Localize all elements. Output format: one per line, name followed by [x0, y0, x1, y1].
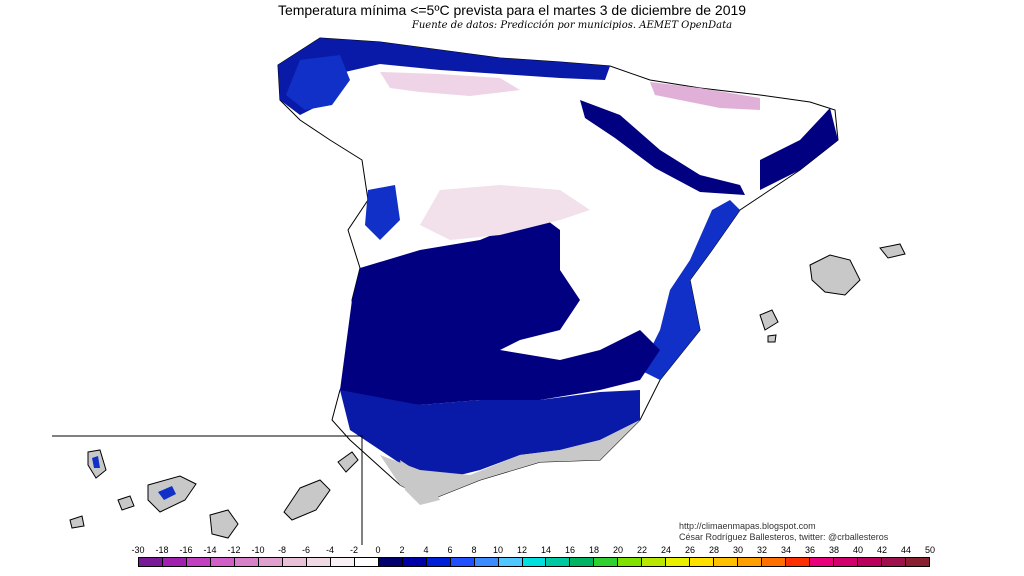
- credit-author: César Rodríguez Ballesteros, twitter: @c…: [679, 532, 889, 542]
- legend-labels: -30 -18 -16 -14 -12 -10 -8 -6 -4 -2 0 2 4 6 8 10 12 14 16 1…: [0, 545, 1024, 557]
- cold-zone-catalonia: [760, 108, 838, 190]
- legend-swatch: [738, 558, 763, 566]
- legend-swatch: [474, 558, 499, 566]
- legend-tick-label: -14: [203, 545, 217, 555]
- legend-swatch: [378, 558, 403, 566]
- legend-swatch: [186, 558, 211, 566]
- legend-swatch: [258, 558, 283, 566]
- legend-tick-label: -2: [349, 545, 359, 555]
- cold-zone-galicia: [286, 55, 350, 110]
- legend-tick-label: 0: [375, 545, 381, 555]
- legend-swatch: [330, 558, 355, 566]
- legend-swatch: [834, 558, 859, 566]
- legend-tick-label: 42: [876, 545, 888, 555]
- canary-el-hierro: [69, 515, 85, 529]
- legend-tick-label: 6: [447, 545, 453, 555]
- legend-swatch: [882, 558, 906, 566]
- cold-zone-south: [340, 390, 640, 480]
- legend-tick-label: 44: [900, 545, 912, 555]
- warm-zone-south-coast: [380, 400, 660, 500]
- legend-tick-label: -10: [251, 545, 265, 555]
- legend-tick-label: 26: [684, 545, 696, 555]
- cold-zone-levante: [640, 200, 740, 380]
- legend-tick-label: 12: [516, 545, 528, 555]
- legend-swatch: [618, 558, 643, 566]
- legend-tick-label: 20: [612, 545, 624, 555]
- legend-tick-label: -18: [155, 545, 169, 555]
- legend-tick-label: 50: [924, 545, 936, 555]
- legend-tick-label: 18: [588, 545, 600, 555]
- legend-swatch: [906, 558, 929, 566]
- legend-tick-label: -8: [277, 545, 287, 555]
- legend-swatch: [498, 558, 523, 566]
- legend-swatch: [570, 558, 595, 566]
- canary-la-palma-cold: [92, 456, 100, 468]
- map-title: Temperatura mínima <=5ºC prevista para e…: [277, 2, 747, 18]
- legend-swatch: [642, 558, 667, 566]
- canary-gran-canaria: [209, 509, 239, 539]
- legend-swatch: [858, 558, 883, 566]
- cold-zone-north: [278, 38, 610, 115]
- legend-swatch: [594, 558, 619, 566]
- legend-swatch: [522, 558, 547, 566]
- legend-tick-label: -6: [301, 545, 311, 555]
- legend-colorbar: [138, 557, 930, 567]
- legend-swatch: [714, 558, 739, 566]
- legend-swatch: [762, 558, 787, 566]
- legend-swatch: [786, 558, 811, 566]
- legend-tick-label: -4: [325, 545, 335, 555]
- legend-swatch: [810, 558, 835, 566]
- legend-swatch: [426, 558, 451, 566]
- legend-tick-label: 4: [423, 545, 429, 555]
- legend-tick-label: 16: [564, 545, 576, 555]
- legend-tick-label: 2: [399, 545, 405, 555]
- legend-tick-label: 24: [660, 545, 672, 555]
- legend-swatch: [162, 558, 187, 566]
- legend-swatch: [306, 558, 331, 566]
- frost-zone-pyrenees: [650, 82, 760, 110]
- legend-tick-label: 36: [804, 545, 816, 555]
- legend-tick-label: 34: [780, 545, 792, 555]
- balearic-menorca: [879, 243, 906, 259]
- balearic-formentera: [767, 334, 777, 343]
- credit-url: http://climaenmapas.blogspot.com: [679, 521, 816, 531]
- warm-zone-gibraltar: [400, 460, 440, 505]
- balearic-mallorca: [809, 254, 861, 296]
- legend-tick-label: 8: [471, 545, 477, 555]
- legend-tick-label: -16: [179, 545, 193, 555]
- legend-swatch: [546, 558, 571, 566]
- legend-tick-label: 14: [540, 545, 552, 555]
- canary-lanzarote: [337, 451, 359, 473]
- legend-tick-label: 28: [708, 545, 720, 555]
- legend-tick-label: 40: [852, 545, 864, 555]
- legend-swatch: [139, 558, 163, 566]
- legend-swatch: [690, 558, 715, 566]
- frost-zone-central: [420, 185, 590, 240]
- legend-swatch: [354, 558, 379, 566]
- legend-swatch: [402, 558, 427, 566]
- cold-zone-portugal-border: [365, 185, 400, 240]
- legend-swatch: [210, 558, 235, 566]
- legend-tick-label: 30: [732, 545, 744, 555]
- legend-swatch: [666, 558, 691, 566]
- canary-tenerife-cold: [158, 486, 176, 500]
- legend-swatch: [234, 558, 259, 566]
- legend-swatch: [282, 558, 307, 566]
- legend-tick-label: 22: [636, 545, 648, 555]
- legend-tick-label: -30: [131, 545, 145, 555]
- map-subtitle: Fuente de datos: Predicción por municipi…: [411, 20, 733, 31]
- canary-fuerteventura: [283, 479, 331, 521]
- legend-tick-label: 38: [828, 545, 840, 555]
- legend-tick-label: 32: [756, 545, 768, 555]
- canary-inset-frame: [52, 435, 363, 545]
- legend-tick-label: 10: [492, 545, 504, 555]
- balearic-ibiza: [759, 309, 779, 331]
- cold-zone-west: [340, 215, 660, 405]
- canary-la-gomera: [117, 495, 135, 511]
- cold-zone-ebro: [580, 100, 745, 195]
- legend-tick-label: -12: [227, 545, 241, 555]
- legend-swatch: [450, 558, 475, 566]
- frost-zone-cantabria: [380, 72, 520, 96]
